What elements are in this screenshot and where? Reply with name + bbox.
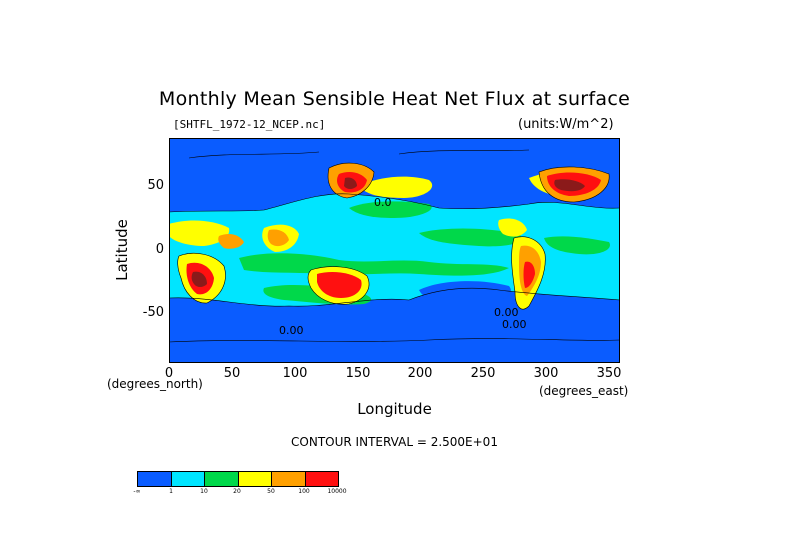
south-pacific-blue [419, 281, 511, 305]
units-label: (units:W/m^2) [518, 117, 614, 132]
colorbar-label: -∞ [133, 488, 141, 495]
sahara-orange [218, 234, 244, 249]
x-tick: 50 [223, 366, 241, 381]
y-unit-label: (degrees_north) [107, 377, 203, 391]
northern-blue-zone [169, 138, 620, 212]
north-pacific-green [419, 228, 522, 247]
dataset-filename: [SHTFL_1972-12_NCEP.nc] [173, 118, 326, 131]
australia-red [317, 272, 362, 298]
contour-label: 0.00 [502, 318, 527, 331]
colorbar-swatch [171, 472, 205, 486]
x-unit-label: (degrees_east) [539, 384, 629, 398]
x-tick: 250 [470, 366, 496, 381]
colorbar-swatch [238, 472, 272, 486]
east-asia-dark [344, 177, 357, 189]
colorbar-label: 10000 [327, 488, 347, 495]
x-tick: 0 [164, 366, 174, 381]
contour-label: 0.00 [494, 306, 519, 319]
x-tick: 300 [533, 366, 559, 381]
y-tick: 0 [155, 242, 164, 257]
contour-lines [169, 149, 620, 343]
y-tick: 50 [147, 178, 164, 193]
flux-map: 0.0 0.00 0.00 0.00 [169, 138, 620, 363]
colorbar-label: 10 [200, 488, 208, 495]
colorbar-label: 20 [233, 488, 241, 495]
nw-pacific-yellow [359, 176, 433, 198]
contour-interval-text: CONTOUR INTERVAL = 2.500E+01 [291, 435, 498, 449]
kalahari-dark [191, 271, 207, 287]
plot-frame [169, 138, 620, 363]
atlantic-green [544, 236, 610, 255]
contour-label: 0.0 [374, 196, 392, 209]
kuroshio-green [349, 201, 432, 218]
colorbar-swatch [138, 472, 172, 486]
colorbar-swatch [272, 472, 306, 486]
gulf-stream-dark [554, 179, 585, 192]
x-tick: 100 [282, 366, 308, 381]
colorbar-label: 100 [298, 488, 310, 495]
x-tick: 150 [345, 366, 371, 381]
tropical-green-band [239, 253, 509, 276]
x-tick: 200 [407, 366, 433, 381]
x-tick: 350 [596, 366, 622, 381]
y-axis-label: Latitude [113, 219, 131, 281]
central-america-yellow [498, 218, 527, 237]
y-tick: -50 [142, 305, 164, 320]
x-axis-label: Longitude [357, 400, 432, 418]
colorbar [137, 471, 339, 487]
antarctic-blue [169, 323, 620, 363]
colorbar-swatch [205, 472, 239, 486]
colorbar-label: 50 [267, 488, 275, 495]
map-title: Monthly Mean Sensible Heat Net Flux at s… [158, 88, 631, 110]
colorbar-label: 1 [169, 488, 173, 495]
africa-yellow [169, 220, 230, 246]
south-america-red [523, 261, 535, 288]
contour-label: 0.00 [279, 324, 304, 337]
colorbar-swatch [305, 472, 338, 486]
india-orange [267, 229, 289, 247]
